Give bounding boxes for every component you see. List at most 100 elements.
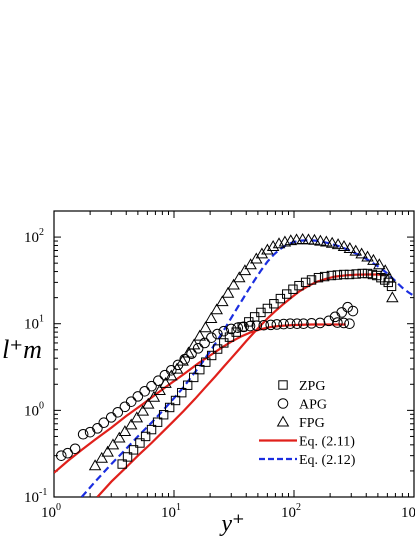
plot-area: [54, 233, 414, 497]
data-point-fpg: [325, 236, 339, 248]
data-point-apg: [92, 423, 103, 434]
data-point-zpg: [158, 410, 169, 420]
data-point-apg: [336, 307, 348, 318]
legend-label: FPG: [299, 416, 325, 431]
series-line-eq-2-12--0: [80, 239, 414, 497]
data-point-fpg: [320, 235, 333, 247]
data-point-apg: [132, 391, 144, 402]
data-point-fpg: [95, 451, 109, 463]
data-point-zpg: [339, 269, 349, 280]
data-point-apg: [139, 385, 151, 397]
data-point-zpg: [332, 270, 343, 280]
data-point-zpg: [122, 452, 133, 462]
data-point-apg: [284, 318, 296, 330]
data-point-apg: [238, 321, 249, 333]
data-point-zpg: [294, 280, 304, 291]
data-point-zpg: [306, 275, 317, 285]
legend: ZPG APG FPG Eq. (2.11) Eq. (2.12): [259, 379, 356, 468]
data-point-apg: [347, 305, 359, 317]
data-point-apg: [166, 364, 177, 376]
data-point-apg: [125, 396, 137, 407]
data-point-fpg: [355, 247, 368, 259]
data-point-fpg: [170, 362, 184, 374]
data-point-fpg: [130, 411, 144, 423]
data-point-fpg: [361, 250, 374, 262]
data-point-fpg: [221, 286, 235, 298]
data-point-fpg: [199, 321, 212, 333]
data-point-fpg: [216, 295, 229, 307]
data-point-zpg: [288, 284, 298, 294]
legend-label: Eq. (2.11): [299, 435, 355, 450]
data-point-apg: [244, 320, 256, 332]
data-point-zpg: [128, 445, 139, 455]
data-point-apg: [146, 380, 157, 392]
data-point-fpg: [382, 271, 396, 283]
data-point-apg: [265, 319, 277, 331]
data-point-zpg: [380, 275, 390, 285]
data-point-zpg: [344, 269, 355, 280]
data-point-apg: [199, 337, 210, 349]
data-point-zpg: [117, 459, 127, 469]
legend-item: FPG: [276, 415, 325, 431]
data-point-apg: [332, 317, 343, 328]
data-point-fpg: [153, 383, 166, 395]
data-point-apg: [338, 317, 350, 329]
data-point-zpg: [152, 417, 163, 427]
data-point-apg: [98, 417, 110, 429]
data-point-zpg: [177, 387, 187, 398]
data-point-fpg: [314, 234, 327, 246]
data-point-apg: [306, 318, 317, 329]
y-tick-label: 100: [24, 400, 44, 419]
data-point-fpg: [227, 278, 240, 290]
plot-frame: [53, 210, 415, 498]
data-point-zpg: [300, 277, 311, 288]
data-point-apg: [291, 318, 303, 330]
data-point-fpg: [147, 390, 161, 402]
legend-item: APG: [277, 398, 327, 413]
y-tick-label: 101: [24, 314, 44, 333]
data-point-apg: [62, 447, 73, 459]
y-axis-label: l⁺m: [2, 335, 42, 364]
data-point-zpg: [195, 364, 205, 375]
x-tick-label: 102: [281, 502, 301, 521]
data-point-zpg: [189, 372, 199, 383]
data-point-apg: [323, 315, 335, 327]
legend-marker: [278, 380, 288, 390]
data-point-fpg: [193, 329, 207, 341]
data-point-fpg: [302, 233, 315, 245]
legend-marker: [276, 415, 290, 427]
data-point-zpg: [319, 271, 330, 282]
data-point-fpg: [238, 264, 252, 276]
series-apg: [55, 301, 359, 461]
data-point-apg: [278, 318, 289, 330]
legend-label: ZPG: [299, 379, 325, 394]
data-point-zpg: [146, 424, 157, 435]
data-point-fpg: [141, 397, 155, 409]
data-point-fpg: [118, 425, 132, 437]
data-point-fpg: [337, 240, 351, 251]
data-point-apg: [251, 320, 263, 331]
data-point-apg: [232, 322, 244, 333]
data-point-apg: [342, 301, 353, 313]
legend-marker: [277, 398, 289, 409]
data-point-zpg: [357, 268, 367, 279]
data-point-fpg: [165, 369, 178, 381]
data-point-fpg: [343, 242, 357, 253]
data-point-fpg: [296, 233, 309, 244]
data-point-fpg: [367, 253, 380, 265]
data-point-zpg: [140, 431, 151, 442]
legend-item: Eq. (2.11): [259, 435, 355, 450]
data-point-fpg: [101, 445, 114, 457]
data-point-fpg: [255, 247, 269, 259]
data-point-apg: [206, 332, 217, 343]
data-point-apg: [225, 323, 237, 335]
data-point-fpg: [159, 376, 172, 388]
legend-label: Eq. (2.12): [299, 453, 356, 468]
data-point-fpg: [136, 404, 150, 416]
data-point-fpg: [187, 338, 201, 350]
x-tick-label: 103: [401, 502, 415, 521]
data-point-fpg: [266, 240, 280, 251]
data-point-zpg: [206, 350, 217, 361]
data-point-apg: [271, 319, 283, 330]
